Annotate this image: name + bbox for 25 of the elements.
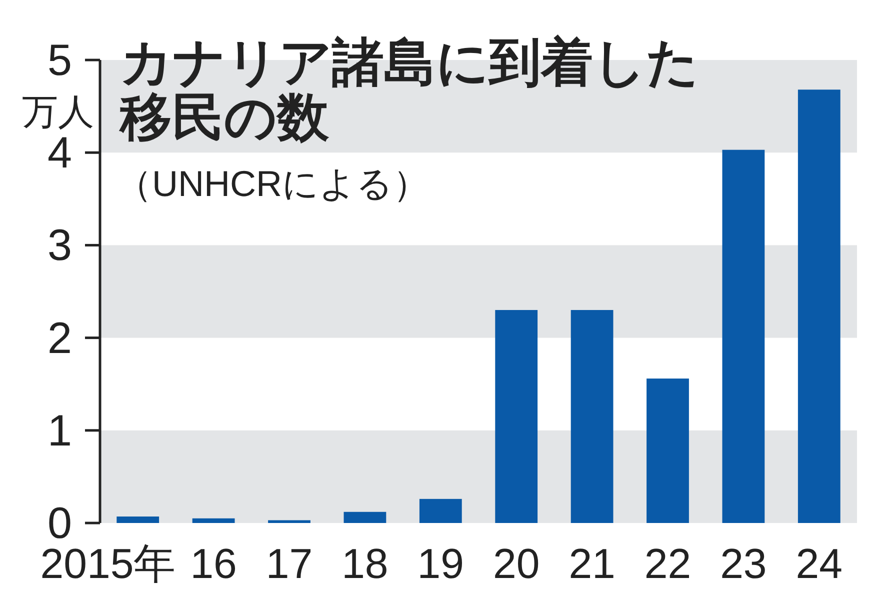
bar bbox=[570, 310, 614, 523]
x-tick-label: 20 bbox=[492, 540, 540, 587]
bar bbox=[268, 520, 310, 523]
bar bbox=[798, 90, 840, 523]
bar bbox=[116, 516, 160, 523]
y-tick-label: 3 bbox=[48, 221, 72, 270]
x-tick-label: 18 bbox=[342, 540, 388, 587]
x-tick-label: 21 bbox=[568, 540, 616, 587]
bar bbox=[495, 310, 538, 523]
y-tick-label: 1 bbox=[48, 406, 72, 456]
bar bbox=[192, 518, 235, 523]
x-tick-label: 16 bbox=[190, 540, 237, 587]
y-tick-label: 2 bbox=[48, 314, 72, 363]
chart-title: カナリア諸島に到着した移民の数 bbox=[118, 34, 699, 147]
bar bbox=[722, 150, 765, 523]
x-tick-label: 22 bbox=[644, 540, 692, 587]
bar bbox=[344, 512, 386, 523]
x-tick-label: 19 bbox=[417, 540, 464, 587]
x-tick-label: 23 bbox=[720, 540, 767, 587]
bar bbox=[646, 378, 689, 523]
y-tick-label: 5 bbox=[48, 36, 72, 85]
bar bbox=[419, 498, 462, 523]
text: （UNHCRによる） bbox=[116, 163, 429, 204]
x-tick-label: 24 bbox=[796, 540, 843, 587]
x-tick-label: 17 bbox=[266, 540, 313, 587]
